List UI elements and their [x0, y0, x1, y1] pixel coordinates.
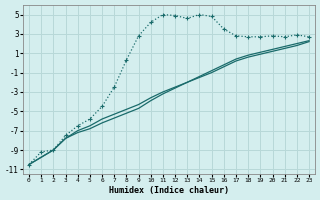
X-axis label: Humidex (Indice chaleur): Humidex (Indice chaleur) [109, 186, 229, 195]
